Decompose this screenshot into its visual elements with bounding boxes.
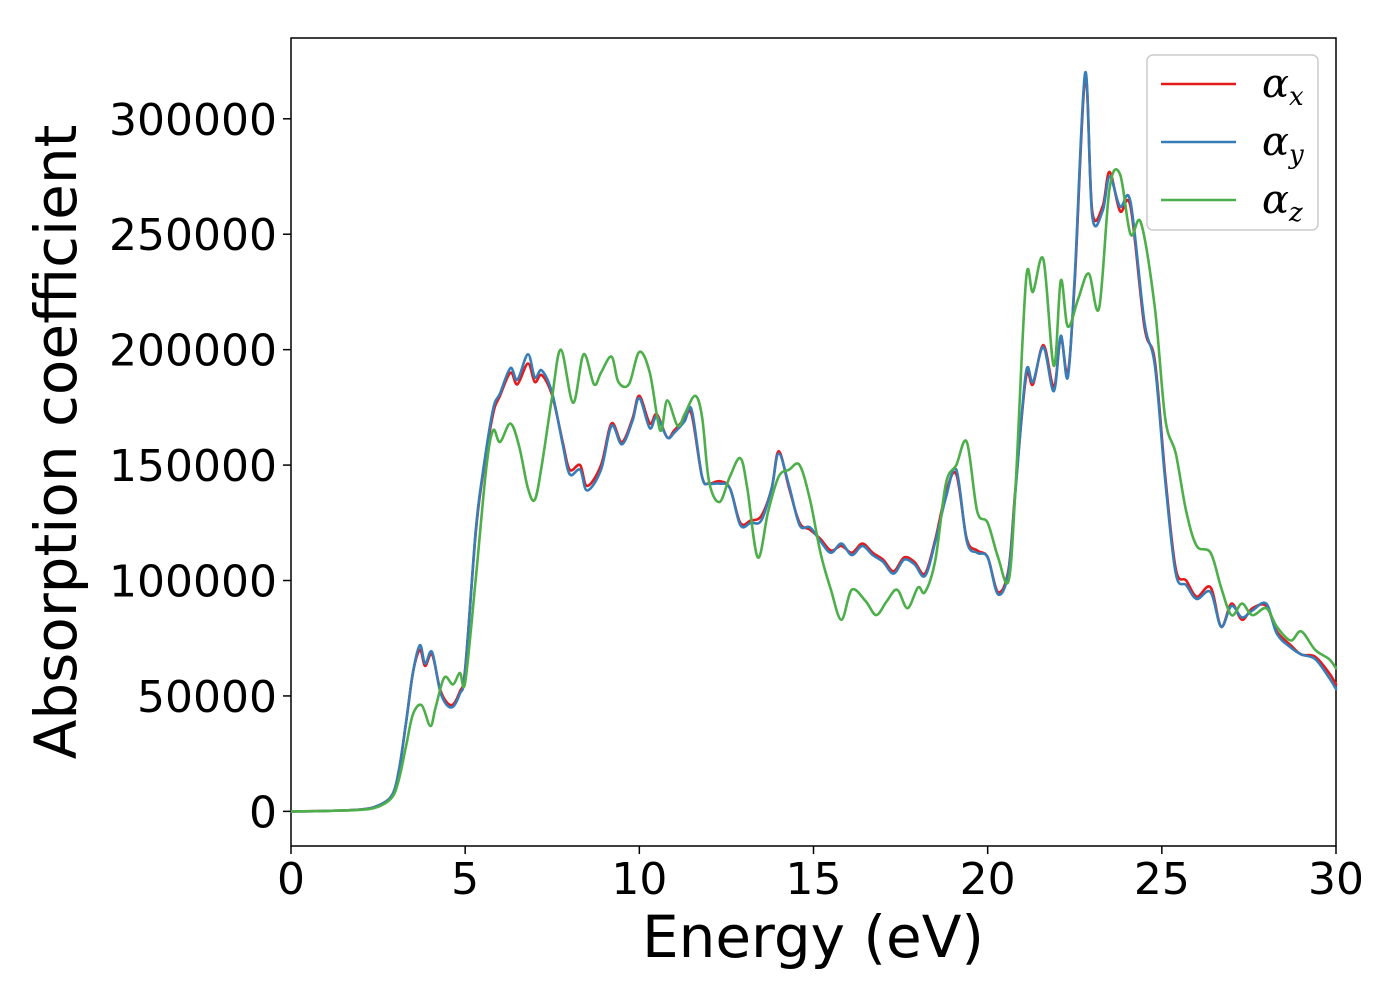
y-axis: 0 50000 100000 150000 200000 250000 300000 — [109, 95, 291, 838]
x-tick-label: 25 — [1134, 854, 1190, 905]
y-tick-label: 100000 — [109, 557, 277, 608]
x-tick-label: 20 — [960, 854, 1016, 905]
x-tick-label: 15 — [786, 854, 842, 905]
x-axis: 0 5 10 15 20 25 30 — [277, 846, 1364, 905]
y-axis-title: Absorption coefficient — [22, 125, 90, 760]
y-tick-label: 0 — [249, 787, 277, 838]
x-tick-label: 10 — [611, 854, 667, 905]
series-layer — [289, 71, 1338, 813]
y-tick-label: 250000 — [109, 210, 277, 261]
y-tick-label: 150000 — [109, 441, 277, 492]
x-tick-label: 0 — [277, 854, 305, 905]
y-tick-label: 300000 — [109, 95, 277, 146]
x-axis-title: Energy (eV) — [642, 903, 984, 971]
y-tick-label: 200000 — [109, 326, 277, 377]
series-line-z — [289, 168, 1338, 813]
y-tick-label: 50000 — [137, 672, 277, 723]
x-tick-label: 5 — [451, 854, 479, 905]
series-line-y — [289, 71, 1338, 813]
x-tick-label: 30 — [1308, 854, 1364, 905]
